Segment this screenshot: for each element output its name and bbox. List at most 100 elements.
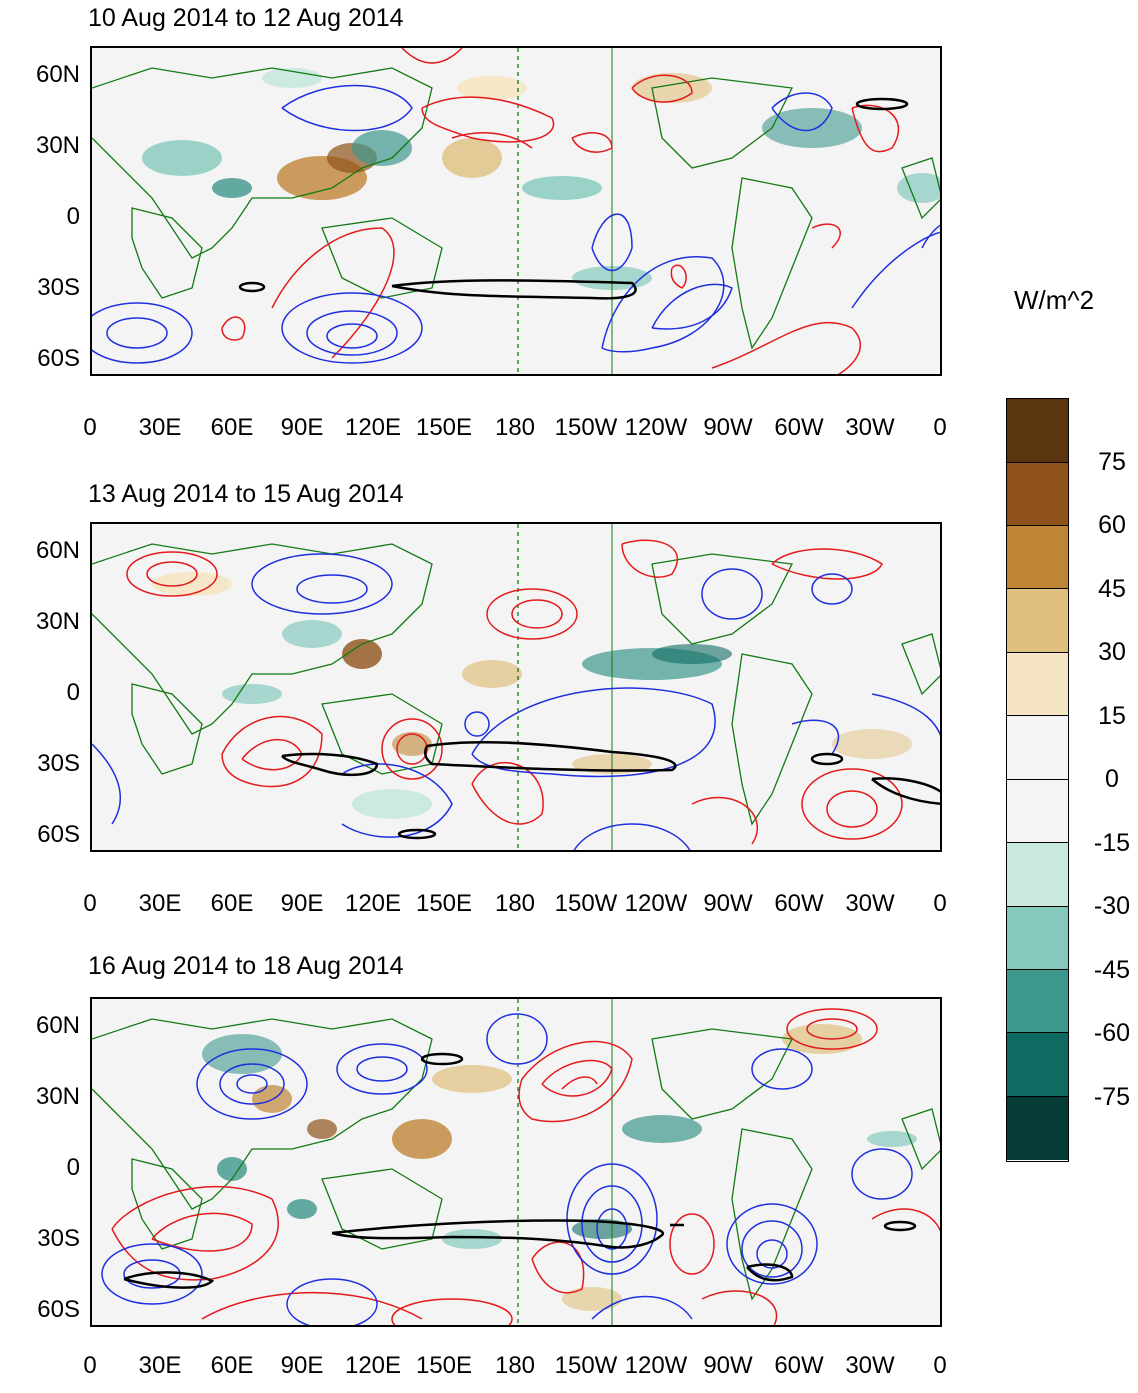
lat-label: 60S bbox=[37, 1296, 80, 1323]
panel-title: 10 Aug 2014 to 12 Aug 2014 bbox=[88, 4, 404, 32]
lon-label: 30W bbox=[845, 1352, 895, 1379]
colorbar-segment bbox=[1007, 780, 1068, 843]
colorbar-units: W/m^2 bbox=[1014, 285, 1095, 315]
lat-label: 60N bbox=[35, 61, 80, 88]
positive-contours bbox=[221, 48, 900, 374]
lon-label: 120W bbox=[624, 414, 688, 441]
lon-label: 30E bbox=[138, 890, 182, 917]
lon-label: 60E bbox=[210, 1352, 254, 1379]
lat-label: 30N bbox=[35, 1083, 80, 1110]
lon-label: 150W bbox=[554, 414, 618, 441]
lon-label: 90W bbox=[703, 890, 753, 917]
lon-label: 0 bbox=[933, 414, 947, 441]
colorbar-label: 75 bbox=[1098, 448, 1126, 476]
lat-label: 60N bbox=[35, 1012, 80, 1039]
lon-label: 0 bbox=[83, 890, 97, 917]
panel-title: 16 Aug 2014 to 18 Aug 2014 bbox=[88, 952, 404, 980]
negative-contours bbox=[92, 84, 940, 364]
map-svg bbox=[92, 524, 940, 850]
colorbar-label: 30 bbox=[1098, 638, 1126, 666]
lon-label: 90W bbox=[703, 1352, 753, 1379]
lat-label: 30S bbox=[37, 274, 80, 301]
negative-contours bbox=[92, 553, 940, 850]
coastlines bbox=[92, 48, 940, 374]
colorbar-segment bbox=[1007, 589, 1068, 653]
colorbar-label: -60 bbox=[1093, 1019, 1131, 1047]
lon-label: 30E bbox=[138, 414, 182, 441]
colorbar-label: 45 bbox=[1098, 575, 1126, 603]
lon-label: 150W bbox=[554, 1352, 618, 1379]
lon-label: 0 bbox=[933, 890, 947, 917]
panel-2: 13 Aug 2014 to 15 Aug 2014 bbox=[0, 476, 990, 926]
lat-label: 30S bbox=[37, 750, 80, 777]
lon-label: 90W bbox=[703, 414, 753, 441]
lon-label: 30W bbox=[845, 890, 895, 917]
lon-label: 60W bbox=[774, 414, 824, 441]
lon-label: 180 bbox=[494, 890, 536, 917]
lon-label: 0 bbox=[933, 1352, 947, 1379]
colorbar-label: -30 bbox=[1093, 892, 1131, 920]
shading-layer bbox=[152, 572, 912, 819]
map-svg bbox=[92, 999, 940, 1325]
lat-label: 30N bbox=[35, 608, 80, 635]
lon-label: 120E bbox=[344, 414, 402, 441]
lon-label: 90E bbox=[280, 414, 324, 441]
lat-label: 0 bbox=[66, 679, 80, 706]
positive-contours bbox=[126, 539, 903, 845]
highlight-contours bbox=[281, 740, 940, 840]
lon-label: 90E bbox=[280, 890, 324, 917]
lat-label: 30S bbox=[37, 1225, 80, 1252]
panel-title: 13 Aug 2014 to 15 Aug 2014 bbox=[88, 480, 404, 508]
panel-3: 16 Aug 2014 to 18 Aug 2014 bbox=[0, 952, 990, 1393]
colorbar-segment bbox=[1007, 399, 1068, 463]
map-area bbox=[90, 997, 942, 1327]
map-area bbox=[90, 522, 942, 852]
lat-label: 0 bbox=[66, 203, 80, 230]
lon-label: 60E bbox=[210, 414, 254, 441]
colorbar-label: -15 bbox=[1093, 829, 1131, 857]
colorbar-label: 15 bbox=[1098, 702, 1126, 730]
lon-label: 60E bbox=[210, 890, 254, 917]
colorbar-segment bbox=[1007, 843, 1068, 907]
lat-label: 0 bbox=[66, 1154, 80, 1181]
panel-1: 10 Aug 2014 to 12 Aug 2014 bbox=[0, 0, 990, 450]
highlight-contours bbox=[238, 97, 909, 300]
lon-label: 30W bbox=[845, 414, 895, 441]
lon-label: 150E bbox=[415, 414, 473, 441]
negative-contours bbox=[101, 1013, 913, 1325]
colorbar bbox=[1006, 398, 1069, 1162]
colorbar-segment bbox=[1007, 1097, 1068, 1160]
lon-label: 120E bbox=[344, 1352, 402, 1379]
colorbar-segment bbox=[1007, 526, 1068, 589]
lat-label: 60N bbox=[35, 537, 80, 564]
highlight-contours bbox=[123, 1052, 917, 1289]
colorbar-label: -45 bbox=[1093, 956, 1131, 984]
positive-contours bbox=[111, 1008, 940, 1325]
lon-label: 150E bbox=[415, 1352, 473, 1379]
lon-label: 60W bbox=[774, 1352, 824, 1379]
lat-label: 60S bbox=[37, 821, 80, 848]
lon-label: 120W bbox=[624, 890, 688, 917]
lat-label: 30N bbox=[35, 132, 80, 159]
lon-label: 120W bbox=[624, 1352, 688, 1379]
lon-label: 180 bbox=[494, 1352, 536, 1379]
lon-label: 150E bbox=[415, 890, 473, 917]
colorbar-label: 0 bbox=[1105, 765, 1119, 793]
colorbar-segment bbox=[1007, 970, 1068, 1033]
lon-label: 180 bbox=[494, 414, 536, 441]
lon-label: 60W bbox=[774, 890, 824, 917]
shading-layer bbox=[202, 1024, 917, 1311]
colorbar-segment bbox=[1007, 463, 1068, 526]
coastlines bbox=[92, 524, 940, 850]
colorbar-segment bbox=[1007, 907, 1068, 970]
map-area bbox=[90, 46, 942, 376]
shading-layer bbox=[142, 68, 940, 290]
lon-label: 90E bbox=[280, 1352, 324, 1379]
colorbar-label: -75 bbox=[1093, 1083, 1131, 1111]
colorbar-segment bbox=[1007, 1033, 1068, 1097]
lon-label: 0 bbox=[83, 1352, 97, 1379]
colorbar-segment bbox=[1007, 653, 1068, 716]
colorbar-segment bbox=[1007, 716, 1068, 780]
map-svg bbox=[92, 48, 940, 374]
lon-label: 150W bbox=[554, 890, 618, 917]
